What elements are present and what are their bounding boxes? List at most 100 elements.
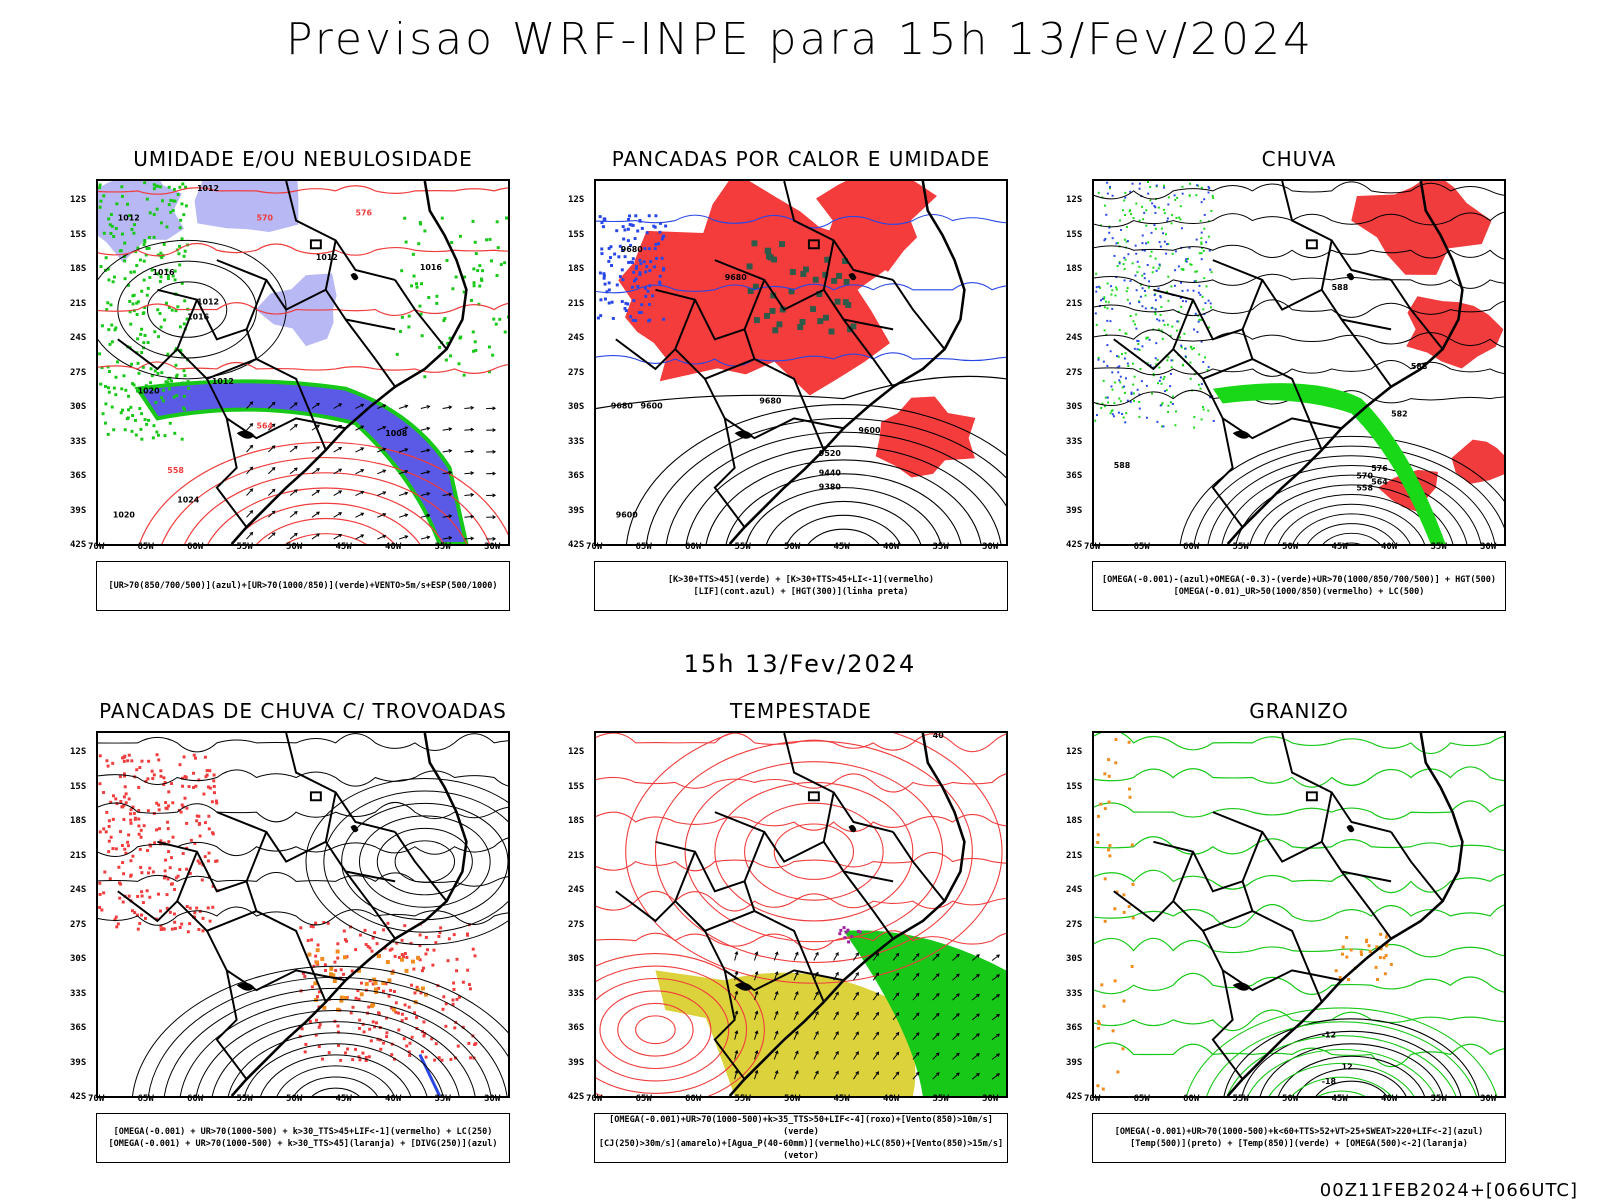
- lat-tick-label: 36S: [568, 471, 584, 481]
- lon-tick-label: 65W: [1134, 542, 1150, 552]
- contour-label: 9680: [725, 273, 748, 282]
- lat-tick-label: 21S: [1066, 851, 1082, 861]
- lat-tick-label: 12S: [70, 747, 86, 757]
- contour-label: 1008: [385, 429, 408, 438]
- lon-tick-label: 35W: [933, 542, 949, 552]
- contour-label: 588: [1114, 461, 1131, 470]
- lon-tick-label: 45W: [336, 1094, 352, 1104]
- lon-tick-label: 50W: [784, 1094, 800, 1104]
- lon-tick-label: 40W: [1381, 542, 1397, 552]
- lon-tick-label: 40W: [1381, 1094, 1397, 1104]
- main-title: Previsao WRF-INPE para 15h 13/Fev/2024: [0, 14, 1600, 65]
- lat-tick-label: 18S: [568, 816, 584, 826]
- lat-tick-label: 27S: [70, 368, 86, 378]
- lon-tick-label: 65W: [636, 1094, 652, 1104]
- contour-label: -18: [1322, 1077, 1337, 1086]
- lat-tick-label: 15S: [1066, 782, 1082, 792]
- lon-tick-label: 55W: [1233, 542, 1249, 552]
- lon-tick-label: 30W: [484, 542, 500, 552]
- lat-tick-label: 27S: [1066, 920, 1082, 930]
- contour-label: 12: [1342, 1062, 1353, 1071]
- lon-tick-label: 35W: [435, 542, 451, 552]
- lat-tick-label: 42S: [568, 540, 584, 550]
- contour-label: 582: [1391, 409, 1408, 418]
- panel-legend: [OMEGA(-0.001)+UR>70(1000-500)+k>35_TTS>…: [594, 1113, 1008, 1163]
- lat-tick-label: 15S: [568, 782, 584, 792]
- lon-tick-label: 45W: [834, 542, 850, 552]
- lon-tick-label: 40W: [883, 542, 899, 552]
- lon-tick-label: 65W: [1134, 1094, 1150, 1104]
- lat-tick-label: 42S: [1066, 540, 1082, 550]
- lat-tick-label: 18S: [1066, 816, 1082, 826]
- contour-label: 9600: [641, 401, 664, 410]
- lat-tick-label: 21S: [1066, 299, 1082, 309]
- lon-tick-label: 30W: [982, 1094, 998, 1104]
- lat-tick-label: 18S: [70, 816, 86, 826]
- lon-tick-label: 45W: [834, 1094, 850, 1104]
- lat-tick-label: 42S: [70, 540, 86, 550]
- lat-tick-label: 33S: [1066, 989, 1082, 999]
- contour-label: 558: [1356, 484, 1373, 493]
- contour-label: 40: [933, 733, 945, 740]
- map-canvas: 1012101210161012101610201012101210081024…: [98, 181, 508, 544]
- lon-tick-label: 60W: [1183, 542, 1199, 552]
- contour-label: 588: [1411, 362, 1428, 371]
- lon-tick-label: 30W: [982, 542, 998, 552]
- map-plot: -12 -18 12: [1092, 731, 1506, 1098]
- panel-legend: [OMEGA(-0.001)-(azul)+OMEGA(-0.3)-(verde…: [1092, 561, 1506, 611]
- lat-tick-label: 36S: [1066, 471, 1082, 481]
- lat-tick-label: 12S: [1066, 195, 1082, 205]
- lat-tick-label: 12S: [568, 747, 584, 757]
- lat-tick-label: 39S: [1066, 1058, 1082, 1068]
- lon-tick-label: 70W: [1084, 542, 1100, 552]
- lon-tick-label: 60W: [685, 542, 701, 552]
- contour-label: 564: [1371, 478, 1388, 487]
- lat-tick-label: 18S: [70, 264, 86, 274]
- contour-label: 1012: [212, 377, 234, 386]
- contour-label: 1012: [197, 298, 219, 307]
- lon-tick-label: 70W: [88, 1094, 104, 1104]
- lat-tick-label: 27S: [568, 920, 584, 930]
- panel-title: PANCADAS DE CHUVA C/ TROVOADAS: [96, 699, 510, 723]
- lon-tick-label: 50W: [1282, 542, 1298, 552]
- panel-title: PANCADAS POR CALOR E UMIDADE: [594, 147, 1008, 171]
- lat-tick-label: 36S: [568, 1023, 584, 1033]
- lat-tick-label: 36S: [1066, 1023, 1082, 1033]
- map-plot: 40: [594, 731, 1008, 1098]
- panel-title: CHUVA: [1092, 147, 1506, 171]
- contour-label: 1012: [118, 214, 140, 223]
- panel-title: TEMPESTADE: [594, 699, 1008, 723]
- lat-tick-label: 36S: [70, 471, 86, 481]
- lat-tick-label: 30S: [568, 954, 584, 964]
- legend-line: [OMEGA(-0.001) + UR>70(1000-500) + k>30_…: [97, 1126, 509, 1138]
- contour-label: 576: [355, 209, 372, 218]
- panel-title: UMIDADE E/OU NEBULOSIDADE: [96, 147, 510, 171]
- lon-tick-label: 50W: [286, 542, 302, 552]
- legend-line: [OMEGA(-0.001)+UR>70(1000-500)+k>35_TTS>…: [595, 1114, 1007, 1138]
- contour-label: 1012: [197, 184, 219, 193]
- lat-tick-label: 24S: [70, 885, 86, 895]
- lon-tick-label: 30W: [1480, 1094, 1496, 1104]
- lat-tick-label: 21S: [568, 851, 584, 861]
- lon-tick-label: 55W: [735, 542, 751, 552]
- legend-line: [OMEGA(-0.001)+UR>70(1000-500)+k<60+TTS>…: [1093, 1126, 1505, 1138]
- lon-tick-label: 60W: [187, 1094, 203, 1104]
- lon-tick-label: 40W: [883, 1094, 899, 1104]
- lat-tick-label: 15S: [568, 230, 584, 240]
- lat-tick-label: 12S: [568, 195, 584, 205]
- contour-label: -12: [1322, 1031, 1336, 1040]
- lat-tick-label: 24S: [568, 885, 584, 895]
- legend-line: [OMEGA(-0.01)_UR>50(1000/850)(vermelho) …: [1093, 586, 1505, 598]
- lon-tick-label: 40W: [385, 1094, 401, 1104]
- lon-tick-label: 35W: [1431, 1094, 1447, 1104]
- legend-line: [OMEGA(-0.001)-(azul)+OMEGA(-0.3)-(verde…: [1093, 574, 1505, 586]
- panel-title: GRANIZO: [1092, 699, 1506, 723]
- lat-tick-label: 21S: [70, 299, 86, 309]
- mid-title: 15h 13/Fev/2024: [0, 650, 1600, 678]
- lon-tick-label: 55W: [735, 1094, 751, 1104]
- lat-tick-label: 27S: [70, 920, 86, 930]
- lon-tick-label: 45W: [1332, 1094, 1348, 1104]
- lat-tick-label: 12S: [70, 195, 86, 205]
